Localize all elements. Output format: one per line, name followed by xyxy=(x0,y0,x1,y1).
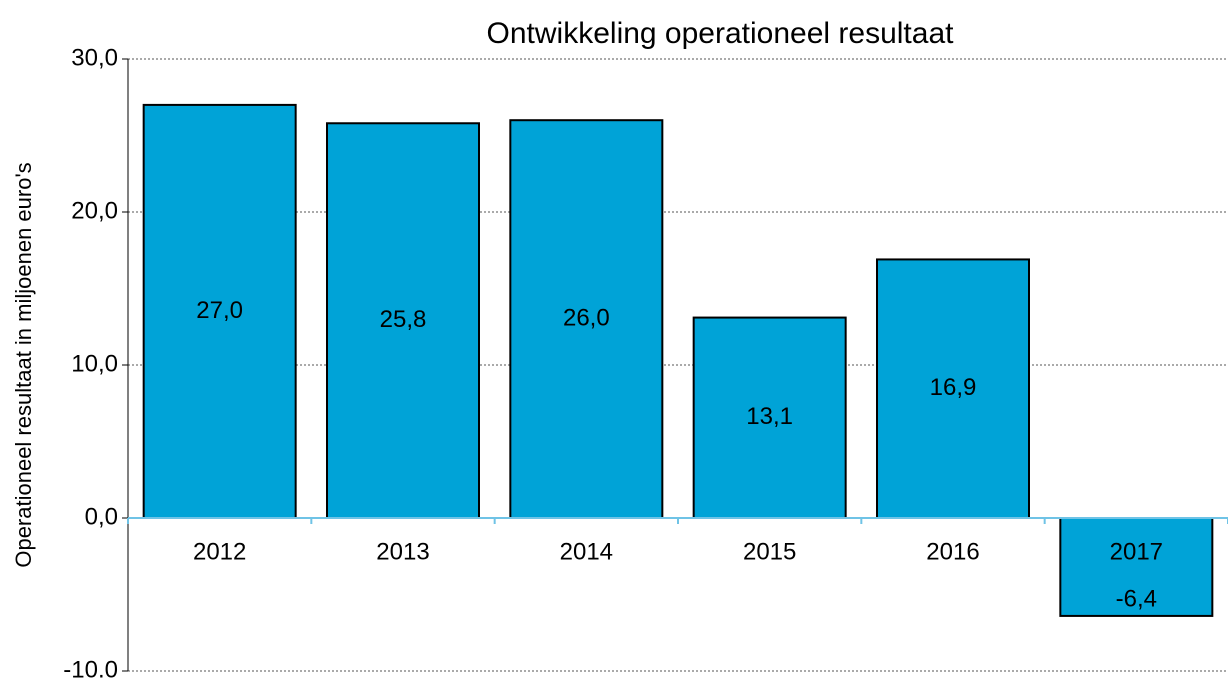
bar xyxy=(692,316,847,519)
data-label: 16,9 xyxy=(930,374,977,401)
y-tick-label: 30,0 xyxy=(71,44,118,71)
x-tick-label: 2016 xyxy=(926,538,979,565)
x-tick-label: 2017 xyxy=(1110,538,1163,565)
y-axis-label: Operationeel resultaat in miljoenen euro… xyxy=(11,162,36,567)
data-label: 13,1 xyxy=(746,403,793,430)
y-tick-label: 10,0 xyxy=(71,350,118,377)
x-tick-label: 2013 xyxy=(376,538,429,565)
y-tick-label: 0,0 xyxy=(85,503,118,530)
y-tick-label: 20,0 xyxy=(71,197,118,224)
bar xyxy=(509,119,664,519)
data-label: 25,8 xyxy=(380,306,427,333)
x-tick-label: 2012 xyxy=(193,538,246,565)
data-label: -6,4 xyxy=(1116,585,1157,612)
x-tick-label: 2015 xyxy=(743,538,796,565)
y-tick-label: -10.0 xyxy=(63,656,118,683)
data-label: 26,0 xyxy=(563,304,610,331)
bar xyxy=(326,122,480,519)
x-tick-label: 2014 xyxy=(560,538,613,565)
data-label: 27,0 xyxy=(196,297,243,324)
bar xyxy=(1059,517,1214,617)
chart-title: Ontwikkeling operationeel resultaat xyxy=(487,17,955,50)
bar xyxy=(142,103,297,520)
